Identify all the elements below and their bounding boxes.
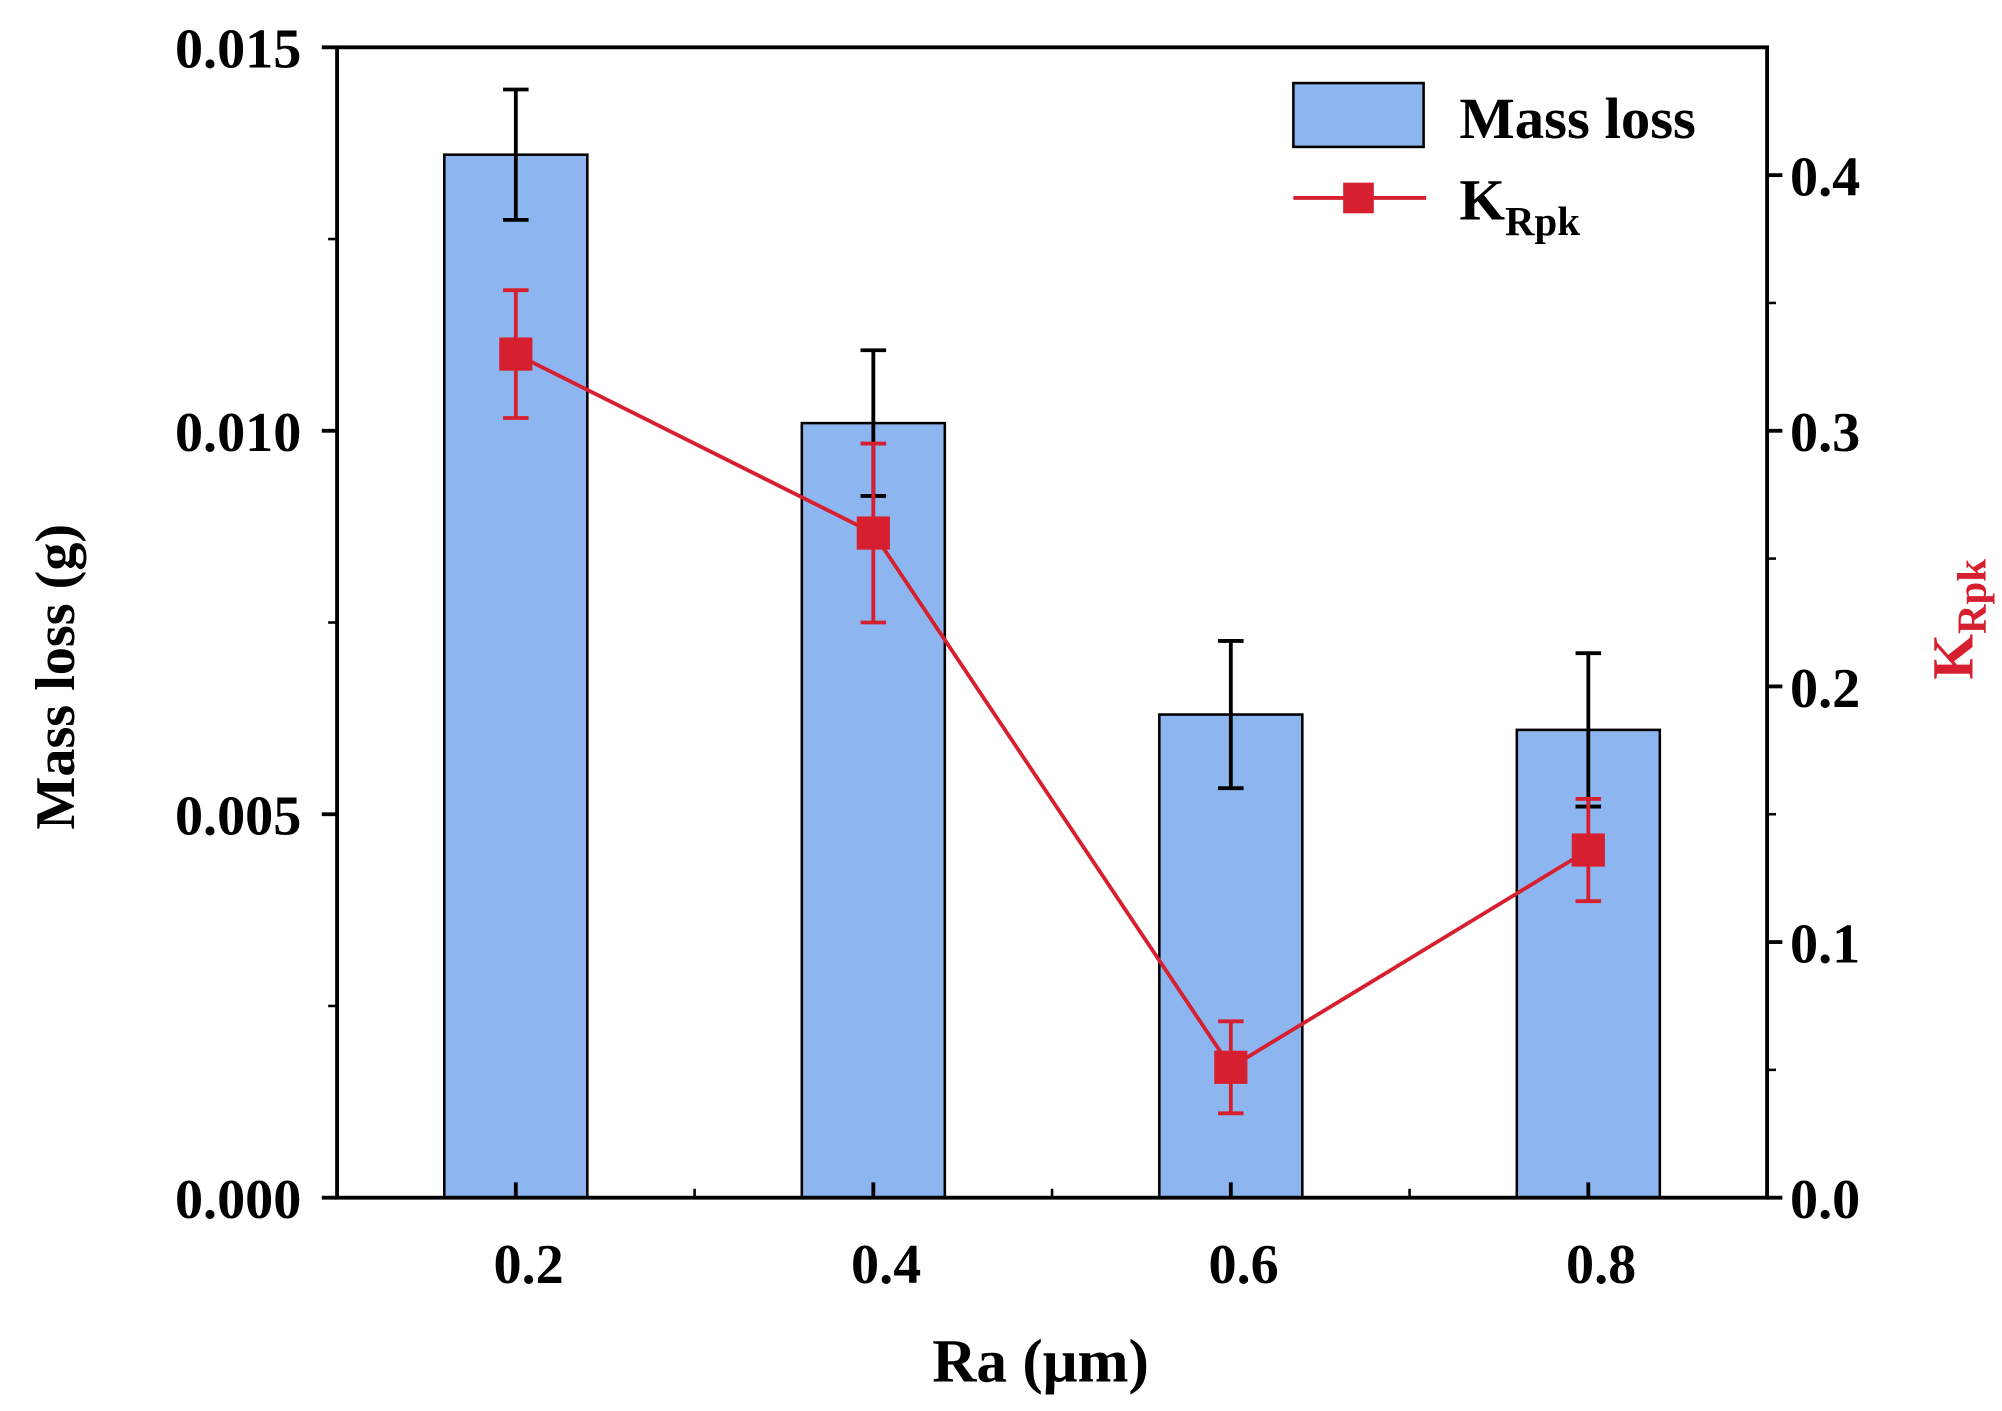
x-axis-label: Ra (μm): [932, 1328, 1149, 1396]
legend-label-mass-loss: Mass loss: [1459, 86, 1696, 151]
x-tick-label: 0.8: [1566, 1234, 1636, 1296]
krpk-marker-0.8: [1571, 833, 1605, 867]
y2-tick-label: 0.2: [1790, 658, 1860, 720]
x-tick-label: 0.2: [493, 1234, 563, 1296]
y-axis-label: Mass loss (g): [25, 524, 87, 830]
legend-marker-krpk: [1343, 182, 1374, 214]
krpk-line: [514, 352, 1590, 1070]
krpk-marker-0.4: [856, 516, 890, 550]
krpk-marker-0.6: [1214, 1050, 1248, 1084]
y2-tick-label: 0.4: [1790, 147, 1860, 209]
y-tick-label: 0.010: [175, 402, 301, 464]
y2-tick-label: 0.3: [1790, 402, 1860, 464]
x-tick-label: 0.4: [851, 1234, 921, 1296]
y2-tick-label: 0.0: [1790, 1169, 1860, 1231]
y-tick-label: 0.000: [175, 1169, 301, 1231]
y2-tick-label: 0.1: [1790, 913, 1860, 975]
legend-label-krpk: KRpk: [1459, 168, 1580, 244]
y-tick-label: 0.015: [175, 19, 301, 81]
krpk-marker-0.2: [499, 337, 533, 371]
x-tick-label: 0.6: [1208, 1234, 1278, 1296]
legend-swatch-mass-loss: [1292, 81, 1425, 149]
y-tick-label: 0.005: [175, 786, 301, 848]
y2-axis-label: KRpk: [1921, 559, 1995, 680]
legend: Mass loss KRpk: [1292, 81, 1696, 244]
